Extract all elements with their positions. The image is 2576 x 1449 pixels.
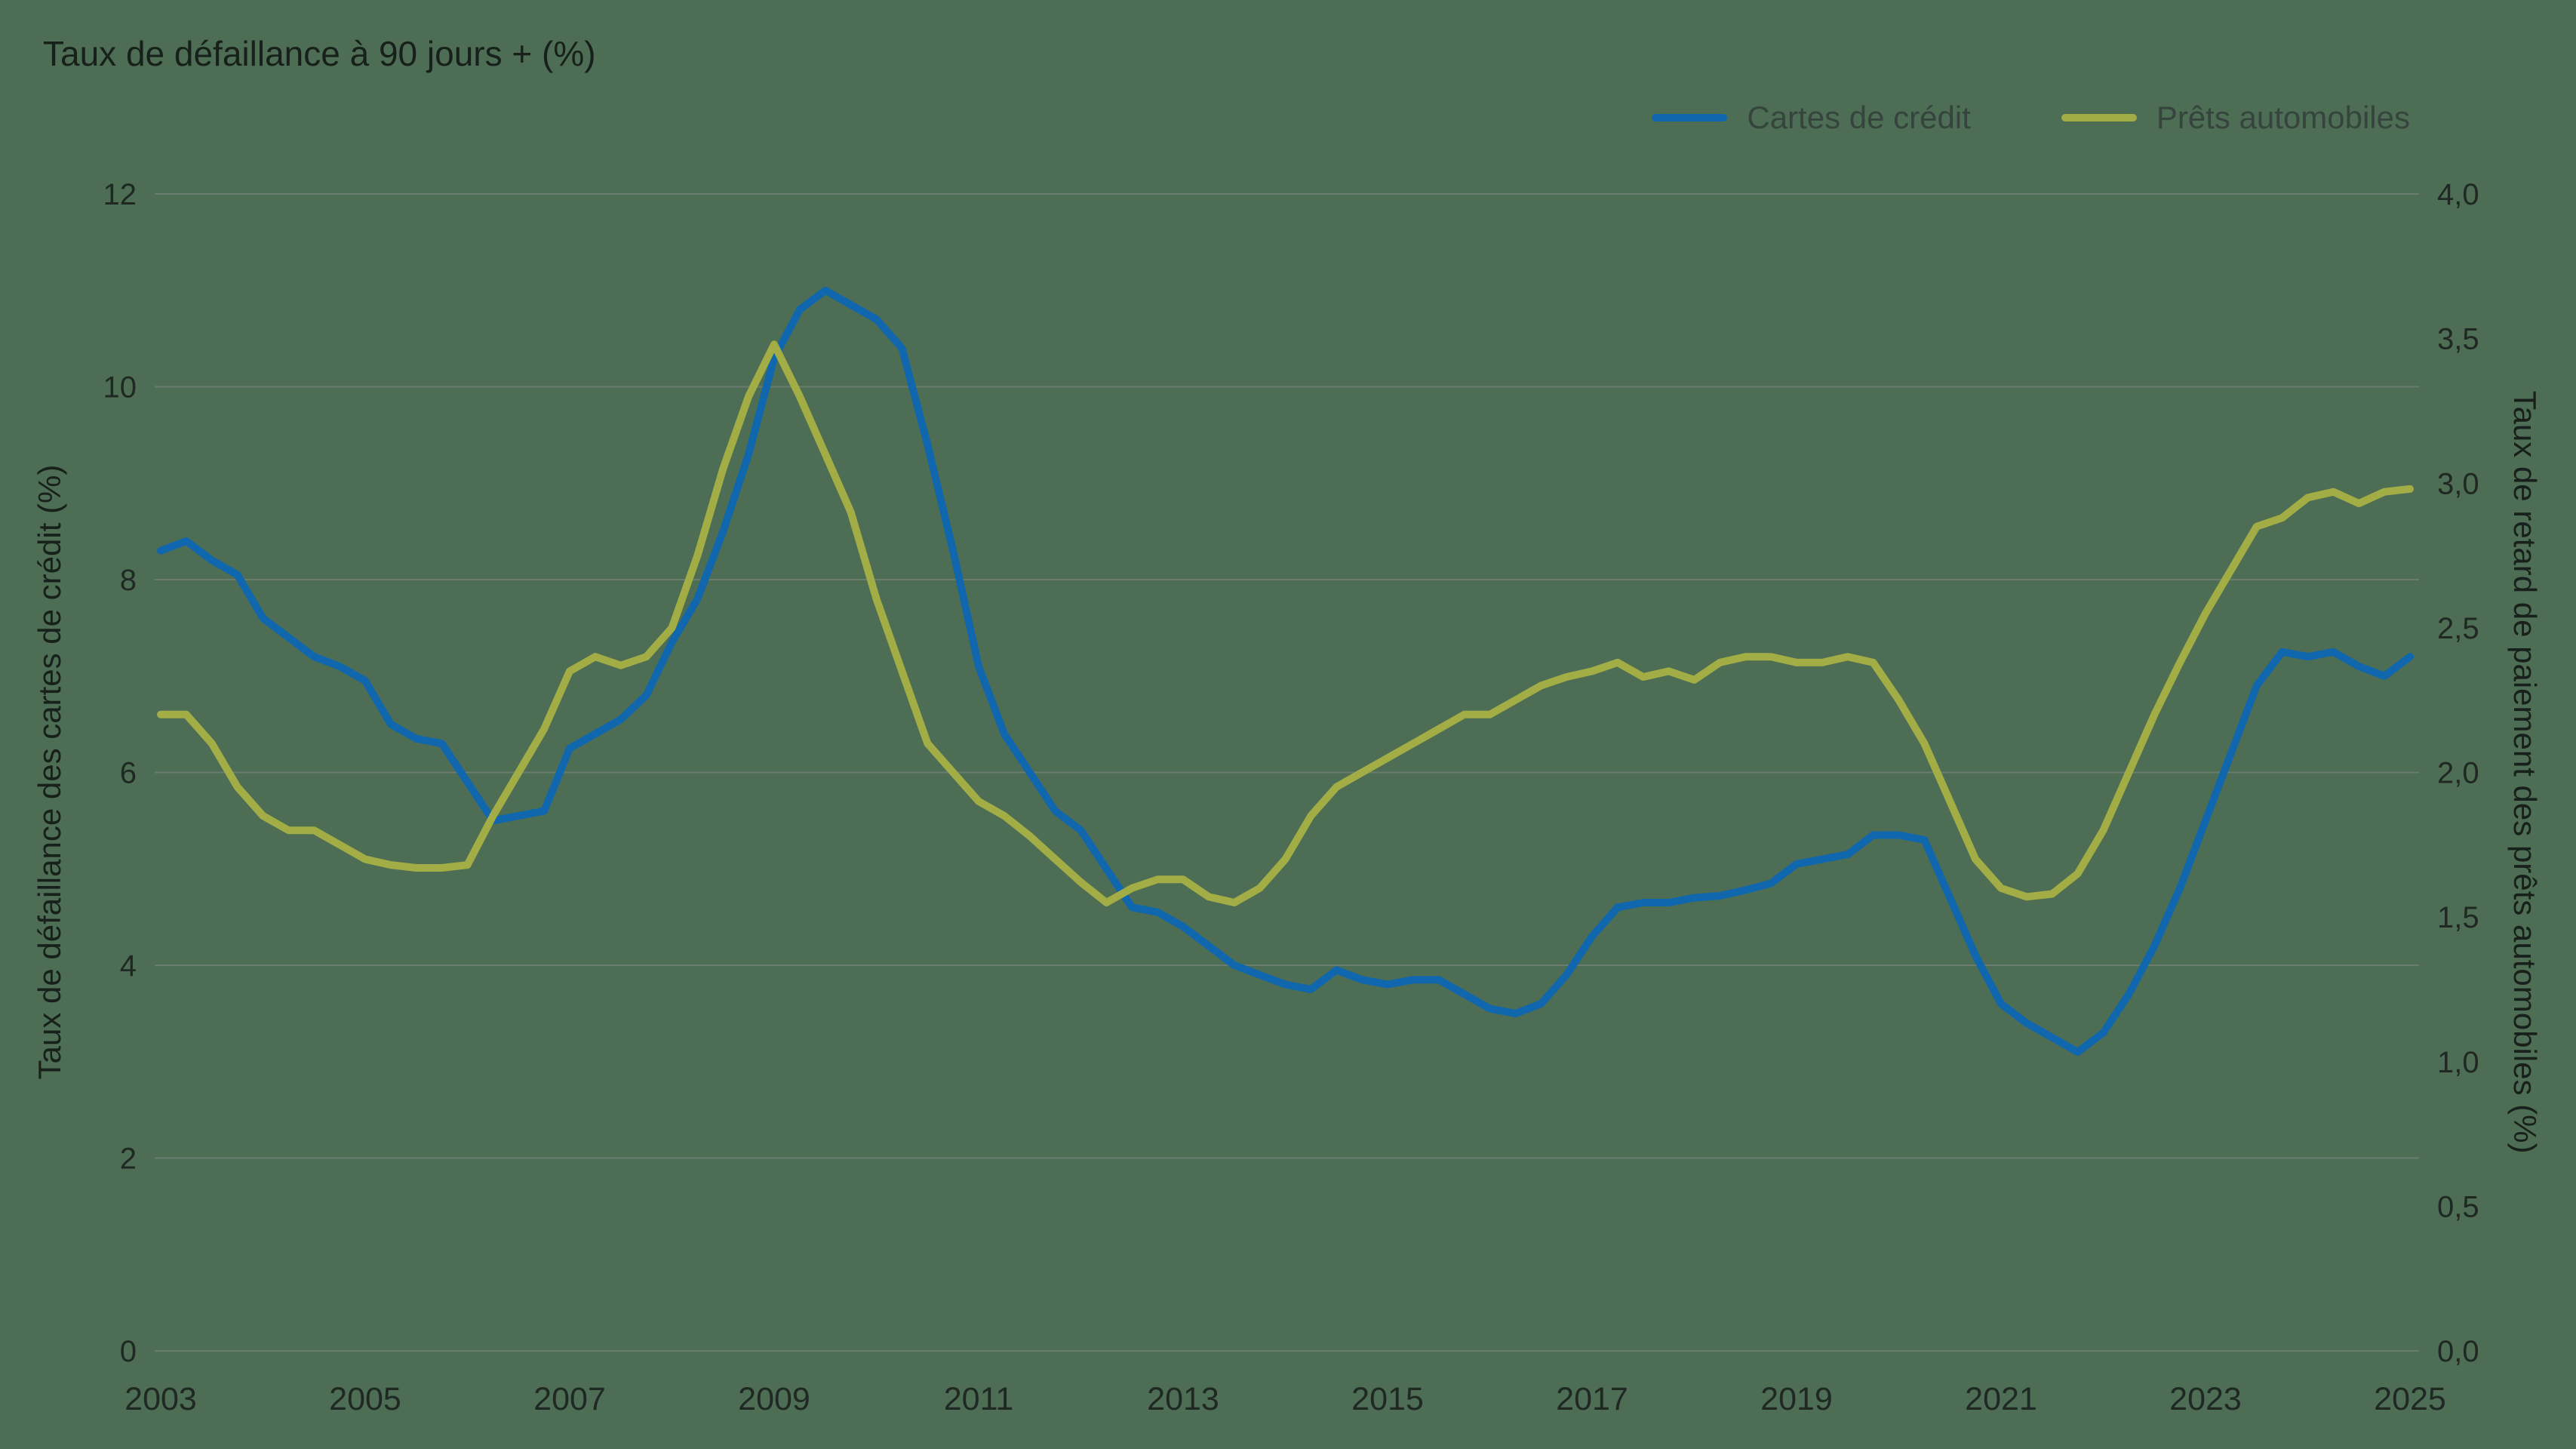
x-axis-tick-label: 2025 (2374, 1381, 2446, 1417)
x-axis-tick-label: 2003 (124, 1381, 197, 1417)
legend: Cartes de crédit Prêts automobiles (1652, 100, 2410, 136)
left-axis-tick-label: 0 (120, 1335, 137, 1368)
legend-item-credit-cards: Cartes de crédit (1652, 100, 1971, 136)
x-axis-tick-label: 2005 (329, 1381, 401, 1417)
series-line-1 (157, 340, 2414, 906)
legend-label-auto-loans: Prêts automobiles (2156, 100, 2410, 135)
x-axis-tick-label: 2017 (1556, 1381, 1628, 1417)
right-axis-tick-label: 0,5 (2437, 1190, 2479, 1223)
x-axis-tick-label: 2015 (1351, 1381, 1424, 1417)
legend-item-auto-loans: Prêts automobiles (2061, 100, 2410, 136)
right-axis-tick-label: 1,5 (2437, 901, 2479, 934)
right-axis-tick-label: 2,5 (2437, 612, 2479, 645)
x-axis-tick-label: 2013 (1147, 1381, 1219, 1417)
left-axis-tick-label: 6 (120, 757, 137, 790)
left-axis-tick-label: 8 (120, 564, 137, 597)
x-axis-tick-label: 2021 (1965, 1381, 2037, 1417)
series-line-0 (157, 286, 2414, 1056)
right-axis-tick-label: 4,0 (2437, 178, 2479, 211)
credit-cards-swatch (1652, 114, 1728, 122)
right-axis-tick-label: 3,5 (2437, 323, 2479, 356)
right-axis-tick-label: 2,0 (2437, 757, 2479, 790)
left-axis-tick-label: 4 (120, 949, 137, 983)
x-axis-tick-label: 2023 (2169, 1381, 2242, 1417)
left-axis-tick-label: 12 (103, 178, 137, 211)
legend-label-credit-cards: Cartes de crédit (1747, 100, 1971, 135)
left-axis-tick-label: 10 (103, 371, 137, 405)
left-axis-tick-label: 2 (120, 1143, 137, 1176)
right-axis-tick-label: 3,0 (2437, 467, 2479, 500)
auto-loans-swatch (2061, 114, 2137, 122)
right-axis-tick-label: 0,0 (2437, 1335, 2479, 1368)
x-axis-tick-label: 2009 (738, 1381, 810, 1417)
x-axis-tick-label: 2007 (533, 1381, 606, 1417)
x-axis-tick-label: 2011 (944, 1381, 1013, 1417)
x-axis-tick-label: 2019 (1760, 1381, 1833, 1417)
right-axis-tick-label: 1,0 (2437, 1046, 2479, 1079)
chart-title: Taux de défaillance à 90 jours + (%) (43, 34, 596, 73)
